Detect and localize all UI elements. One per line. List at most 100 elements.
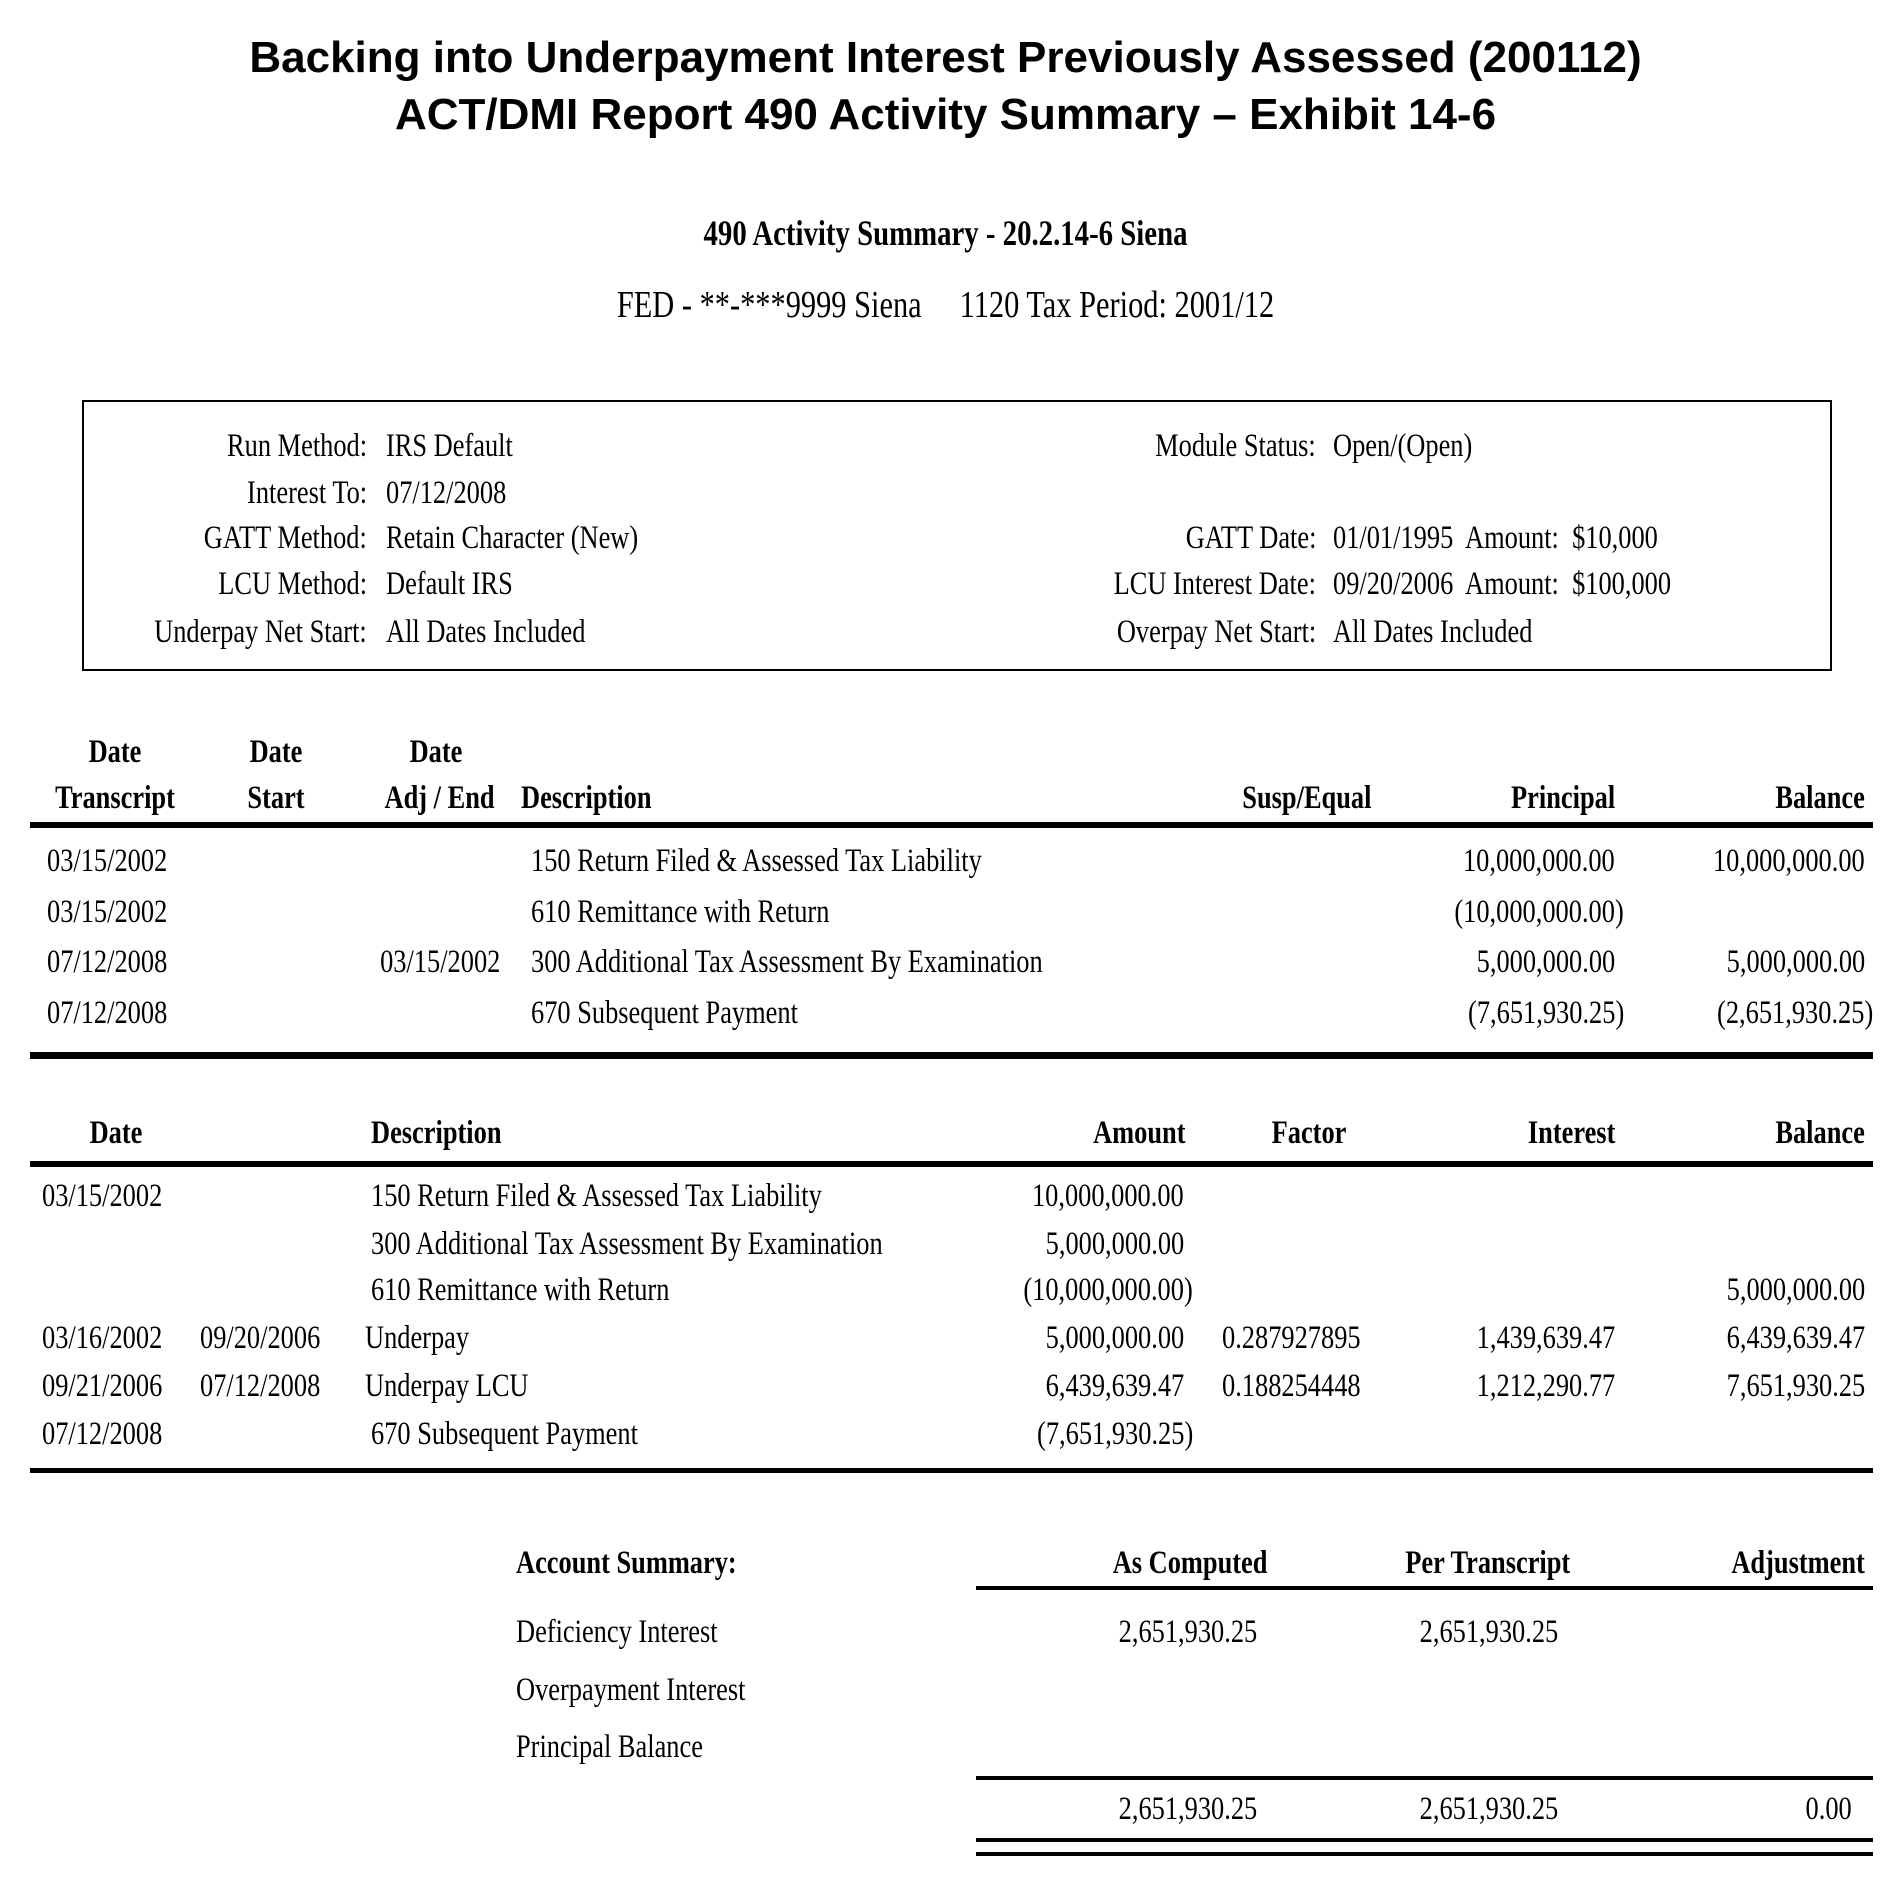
- cell-balance: 7,651,930.25: [1726, 1368, 1865, 1404]
- cell-description: 670 Subsequent Payment: [531, 995, 798, 1031]
- summary-label: Deficiency Interest: [516, 1614, 718, 1650]
- cell-interest: 1,439,639.47: [1476, 1320, 1615, 1356]
- info-value: 01/01/1995 Amount: $10,000: [1333, 520, 1658, 556]
- header-amount: Amount: [1093, 1115, 1186, 1151]
- cell-factor: 0.287927895: [1222, 1320, 1361, 1356]
- cell-description: 610 Remittance with Return: [371, 1272, 670, 1308]
- header-description: Description: [521, 780, 652, 816]
- table-bottom-rule: [30, 1052, 1873, 1059]
- cell-date: 03/15/2002: [42, 1178, 163, 1214]
- cell-principal: 5,000,000.00: [1476, 944, 1615, 980]
- cell-date-transcript: 07/12/2008: [47, 944, 168, 980]
- cell-end-date: 09/20/2006: [200, 1320, 321, 1356]
- header-balance: Balance: [1775, 780, 1865, 816]
- cell-description: 670 Subsequent Payment: [371, 1416, 638, 1452]
- cell-date-transcript: 03/15/2002: [47, 843, 168, 879]
- header-date-transcript: Date: [88, 734, 142, 770]
- header-principal: Principal: [1510, 780, 1615, 816]
- total-per-transcript: 2,651,930.25: [1419, 1791, 1558, 1827]
- summary-header-rule: [976, 1586, 1873, 1590]
- summary-label: Overpayment Interest: [516, 1672, 746, 1708]
- header-factor: Factor: [1271, 1115, 1347, 1151]
- total-rule: [976, 1776, 1873, 1780]
- cell-date-adj-end: 03/15/2002: [379, 944, 500, 980]
- info-label: Module Status:: [1155, 428, 1316, 464]
- header-balance: Balance: [1775, 1115, 1865, 1151]
- cell-principal: (7,651,930.25): [1467, 995, 1624, 1031]
- header-adjustment: Adjustment: [1731, 1545, 1865, 1581]
- info-value: All Dates Included: [386, 614, 586, 650]
- info-label: Underpay Net Start:: [154, 614, 367, 650]
- cell-description: 150 Return Filed & Assessed Tax Liabilit…: [531, 843, 982, 879]
- cell-interest: 1,212,290.77: [1476, 1368, 1615, 1404]
- info-value: Open/(Open): [1333, 428, 1473, 464]
- cell-description: Underpay: [365, 1320, 470, 1356]
- cell-description: Underpay LCU: [365, 1368, 529, 1404]
- info-value: 09/20/2006 Amount: $100,000: [1333, 566, 1672, 602]
- header-date: Date: [89, 1115, 143, 1151]
- cell-date: 07/12/2008: [42, 1416, 163, 1452]
- report-subtitle: FED - **-***9999 Siena 1120 Tax Period: …: [616, 284, 1275, 326]
- cell-amount: 5,000,000.00: [1045, 1226, 1184, 1262]
- cell-balance: (2,651,930.25): [1716, 995, 1873, 1031]
- header-transcript: Transcript: [55, 780, 175, 816]
- info-label: Run Method:: [226, 428, 367, 464]
- info-value: 07/12/2008: [386, 475, 507, 511]
- summary-as-computed: 2,651,930.25: [1118, 1614, 1257, 1650]
- cell-balance: 5,000,000.00: [1726, 1272, 1865, 1308]
- cell-date: 09/21/2006: [42, 1368, 163, 1404]
- cell-balance: 10,000,000.00: [1713, 843, 1865, 879]
- table-bottom-rule: [30, 1468, 1873, 1473]
- cell-principal: 10,000,000.00: [1463, 843, 1615, 879]
- page-title: Backing into Underpayment Interest Previ…: [249, 33, 1642, 82]
- cell-date: 03/16/2002: [42, 1320, 163, 1356]
- cell-amount: 6,439,639.47: [1045, 1368, 1184, 1404]
- info-label: LCU Method:: [218, 566, 367, 602]
- double-rule-bottom: [976, 1852, 1873, 1856]
- cell-description: 610 Remittance with Return: [531, 894, 830, 930]
- cell-description: 150 Return Filed & Assessed Tax Liabilit…: [371, 1178, 822, 1214]
- info-label: GATT Method:: [203, 520, 367, 556]
- cell-amount: (7,651,930.25): [1036, 1416, 1193, 1452]
- header-per-transcript: Per Transcript: [1405, 1545, 1570, 1581]
- header-rule: [30, 1161, 1873, 1167]
- header-date-start: Date: [249, 734, 303, 770]
- cell-factor: 0.188254448: [1222, 1368, 1361, 1404]
- cell-balance: 6,439,639.47: [1726, 1320, 1865, 1356]
- cell-balance: 5,000,000.00: [1726, 944, 1865, 980]
- total-as-computed: 2,651,930.25: [1118, 1791, 1257, 1827]
- cell-date-transcript: 07/12/2008: [47, 995, 168, 1031]
- header-rule: [30, 822, 1873, 828]
- info-label: LCU Interest Date:: [1113, 566, 1316, 602]
- summary-header: Account Summary:: [516, 1545, 737, 1581]
- info-value: IRS Default: [386, 428, 513, 464]
- cell-date-transcript: 03/15/2002: [47, 894, 168, 930]
- cell-amount: 10,000,000.00: [1032, 1178, 1184, 1214]
- double-rule-top: [976, 1838, 1873, 1842]
- header-adj-end: Adj / End: [384, 780, 495, 816]
- cell-amount: 5,000,000.00: [1045, 1320, 1184, 1356]
- page-subtitle: ACT/DMI Report 490 Activity Summary – Ex…: [394, 90, 1497, 139]
- cell-end-date: 07/12/2008: [200, 1368, 321, 1404]
- run-settings-box: [82, 400, 1832, 671]
- header-date-adj: Date: [409, 734, 463, 770]
- info-label: Interest To:: [246, 475, 367, 511]
- info-value: All Dates Included: [1333, 614, 1533, 650]
- cell-amount: (10,000,000.00): [1023, 1272, 1193, 1308]
- info-label: Overpay Net Start:: [1116, 614, 1316, 650]
- info-value: Default IRS: [386, 566, 513, 602]
- header-as-computed: As Computed: [1112, 1545, 1267, 1581]
- summary-per-transcript: 2,651,930.25: [1419, 1614, 1558, 1650]
- total-adjustment: 0.00: [1805, 1791, 1852, 1827]
- cell-description: 300 Additional Tax Assessment By Examina…: [531, 944, 1043, 980]
- header-susp-equal: Susp/Equal: [1241, 780, 1371, 816]
- header-start: Start: [247, 780, 305, 816]
- info-value: Retain Character (New): [386, 520, 639, 556]
- summary-label: Principal Balance: [516, 1729, 703, 1765]
- info-label: GATT Date:: [1185, 520, 1316, 556]
- report-title: 490 Activity Summary - 20.2.14-6 Siena: [703, 213, 1188, 253]
- header-interest: Interest: [1527, 1115, 1616, 1151]
- cell-principal: (10,000,000.00): [1454, 894, 1624, 930]
- header-description: Description: [371, 1115, 502, 1151]
- cell-description: 300 Additional Tax Assessment By Examina…: [371, 1226, 883, 1262]
